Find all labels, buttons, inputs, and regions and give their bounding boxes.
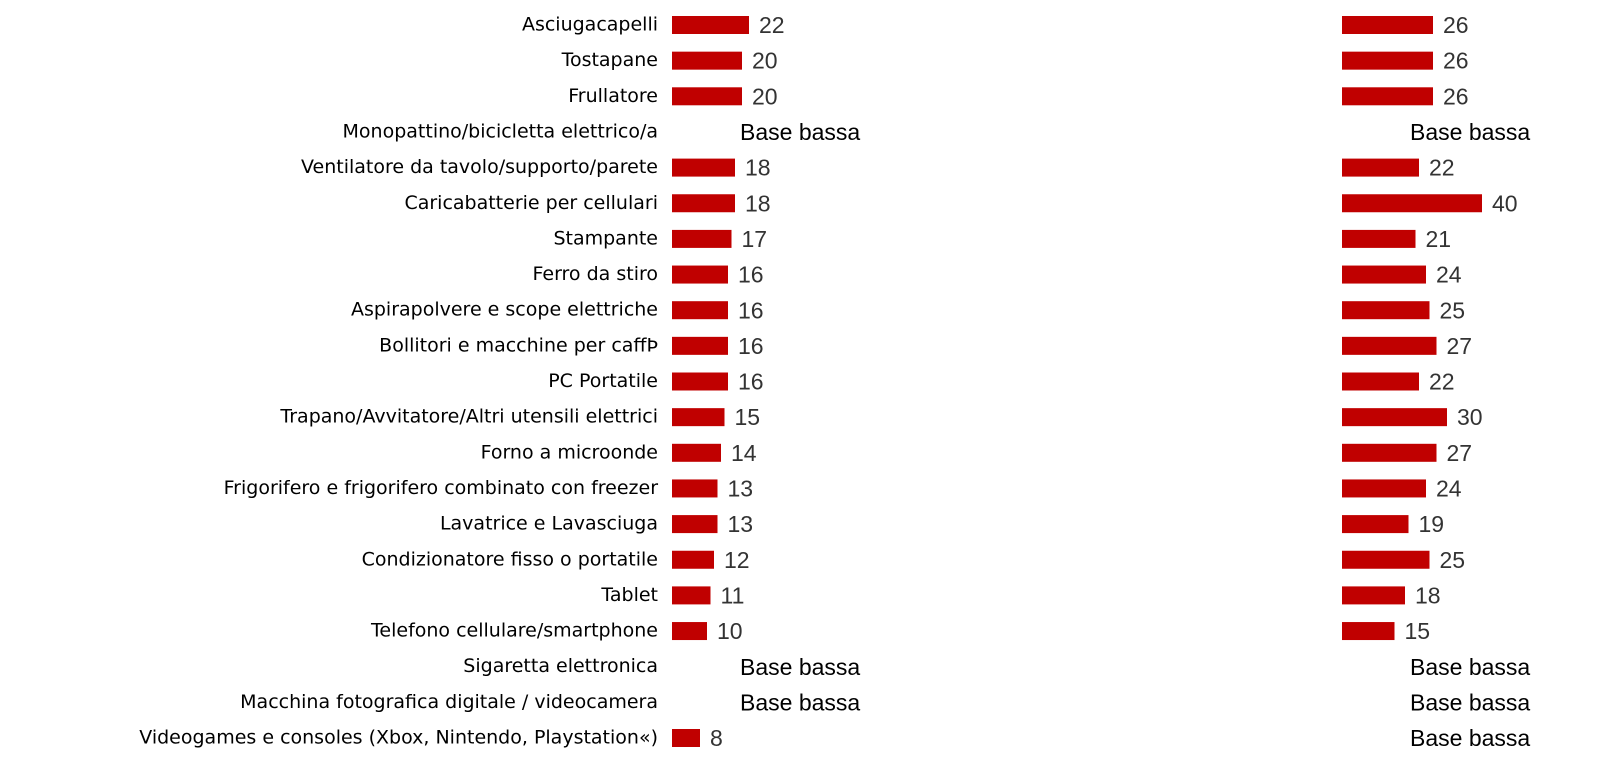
category-label: Videogames e consoles (Xbox, Nintendo, P… [139, 727, 658, 749]
bar [1342, 16, 1433, 34]
value-label: 16 [738, 333, 764, 359]
bar [1342, 229, 1416, 248]
value-label: 16 [738, 262, 764, 288]
value-label: Base bassa [1410, 725, 1530, 751]
bar [672, 622, 707, 641]
value-label: 18 [745, 190, 771, 216]
value-label: Base bassa [1410, 689, 1530, 715]
bar [1342, 336, 1437, 355]
category-label: Condizionatore fisso o portatile [362, 548, 658, 570]
value-label: 19 [1419, 511, 1445, 537]
value-label: 15 [1405, 618, 1431, 644]
value-label: 40 [1492, 190, 1518, 216]
value-label: 14 [731, 440, 757, 466]
value-label: 30 [1457, 404, 1483, 430]
category-label: Tablet [600, 584, 658, 606]
bar [672, 194, 735, 213]
bar [672, 372, 728, 391]
category-label: Macchina fotografica digitale / videocam… [240, 691, 658, 713]
bar [1342, 515, 1409, 534]
bar [1342, 372, 1419, 391]
bar [672, 265, 728, 284]
value-label: 24 [1436, 476, 1462, 502]
value-label: 8 [710, 725, 723, 751]
bar [672, 158, 735, 177]
category-label: Telefono cellulare/smartphone [370, 620, 658, 642]
bar [672, 729, 700, 747]
value-label: 26 [1443, 12, 1469, 38]
value-label: 11 [721, 582, 745, 608]
category-label: Bollitori e macchine per caffÞ [379, 334, 658, 356]
category-label: Ferro da stiro [532, 263, 658, 285]
category-label: Ventilatore da tavolo/supporto/parete [301, 156, 658, 178]
category-label: Aspirapolvere e scope elettriche [351, 299, 658, 321]
value-label: Base bassa [1410, 654, 1530, 680]
category-label: Trapano/Avvitatore/Altri utensili elettr… [279, 406, 658, 428]
value-label: 18 [1415, 582, 1441, 608]
value-label: 16 [738, 297, 764, 323]
value-label: 18 [745, 155, 771, 181]
bar [1342, 87, 1433, 106]
value-label: 13 [728, 511, 754, 537]
value-label: Base bassa [1410, 119, 1530, 145]
value-label: 26 [1443, 48, 1469, 74]
bar [672, 301, 728, 320]
bar [1342, 158, 1419, 177]
value-label: 25 [1440, 297, 1466, 323]
bar [672, 550, 714, 569]
value-label: 21 [1426, 226, 1452, 252]
value-label: 22 [1429, 155, 1455, 181]
category-label: Monopattino/bicicletta elettrico/a [343, 120, 658, 142]
bar [1342, 550, 1430, 569]
bar [672, 336, 728, 355]
value-label: Base bassa [740, 654, 860, 680]
bar [1342, 301, 1430, 320]
value-label: 27 [1447, 440, 1473, 466]
bar [1342, 265, 1426, 284]
value-label: 12 [724, 547, 750, 573]
category-label: Forno a microonde [481, 441, 658, 463]
value-label: 25 [1440, 547, 1466, 573]
bar [1342, 622, 1395, 641]
value-label: 17 [742, 226, 768, 252]
value-label: 22 [1429, 369, 1455, 395]
bar [672, 408, 725, 427]
value-label: 15 [735, 404, 761, 430]
bar [672, 443, 721, 462]
value-label: 20 [752, 83, 778, 109]
category-label: Asciugacapelli [522, 14, 658, 36]
value-label: 16 [738, 369, 764, 395]
value-label: 26 [1443, 83, 1469, 109]
bar [1342, 443, 1437, 462]
bar [1342, 586, 1405, 605]
category-label: Stampante [553, 227, 658, 249]
bar [672, 586, 711, 605]
bar [1342, 194, 1482, 213]
category-label: PC Portatile [548, 370, 658, 392]
bar [1342, 479, 1426, 498]
value-label: 10 [717, 618, 743, 644]
value-label: 24 [1436, 262, 1462, 288]
category-label: Frigorifero e frigorifero combinato con … [224, 477, 659, 499]
value-label: 13 [728, 476, 754, 502]
bar [1342, 408, 1447, 427]
bar [672, 515, 718, 534]
category-label: Frullatore [568, 85, 658, 107]
value-label: 22 [759, 12, 785, 38]
bar [672, 87, 742, 106]
value-label: 27 [1447, 333, 1473, 359]
bar [1342, 51, 1433, 70]
value-label: 20 [752, 48, 778, 74]
bar [672, 479, 718, 498]
bar [672, 16, 749, 34]
bar [672, 51, 742, 70]
category-label: Sigaretta elettronica [463, 655, 658, 677]
category-label: Tostapane [561, 49, 658, 71]
value-label: Base bassa [740, 689, 860, 715]
value-label: Base bassa [740, 119, 860, 145]
category-label: Caricabatterie per cellulari [404, 192, 658, 214]
bar [672, 229, 732, 248]
category-label: Lavatrice e Lavasciuga [440, 513, 658, 535]
